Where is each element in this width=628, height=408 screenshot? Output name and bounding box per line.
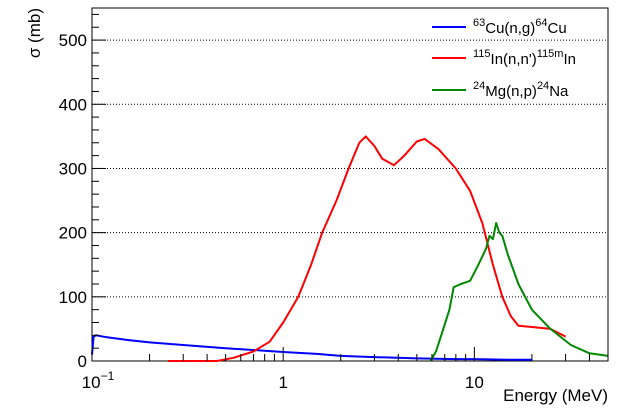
y-axis-title: σ (mb) [25, 8, 44, 58]
y-tick-label: 300 [59, 159, 87, 178]
plot-frame [91, 7, 609, 362]
legend-label: 63Cu(n,g)64Cu [473, 17, 567, 37]
series-line-0 [91, 334, 532, 361]
legend: 63Cu(n,g)64Cu 115In(n,n')115mIn 24Mg(n,p)2… [432, 17, 576, 100]
x-tick-label: 10 [465, 373, 484, 392]
x-axis-title: Energy (MeV) [503, 386, 608, 405]
y-tick-label: 200 [59, 224, 87, 243]
x-tick-label: 10−1 [82, 369, 115, 392]
legend-item: 115In(n,n')115mIn [432, 48, 576, 68]
series-line-2 [429, 222, 609, 362]
y-tick-label: 500 [59, 31, 87, 50]
grid [92, 39, 608, 298]
legend-label: 24Mg(n,p)24Na [473, 80, 569, 100]
series-line-1 [168, 135, 567, 362]
legend-label: 115In(n,n')115mIn [473, 48, 576, 68]
series-layer [91, 135, 609, 362]
x-tick-label: 1 [278, 373, 287, 392]
legend-item: 24Mg(n,p)24Na [432, 80, 569, 100]
legend-item: 63Cu(n,g)64Cu [432, 17, 567, 37]
y-tick-label: 0 [78, 352, 87, 371]
y-tick-label: 400 [59, 95, 87, 114]
axes: 0 100 200 300 400 500 10−1 1 10 [59, 13, 609, 392]
y-tick-label: 100 [59, 288, 87, 307]
